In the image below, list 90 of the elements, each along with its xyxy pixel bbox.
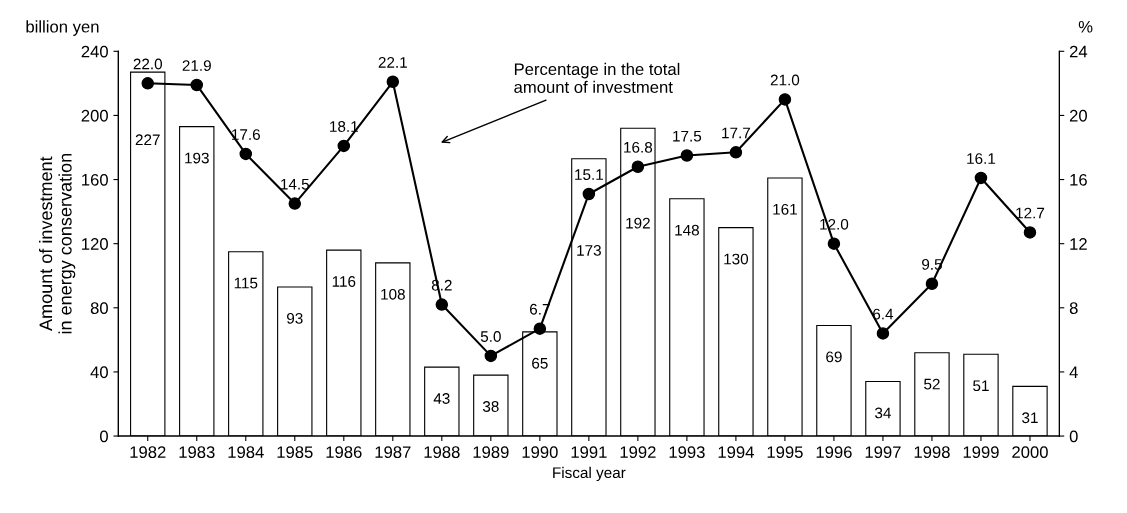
y-tick-label: 120 <box>82 238 108 250</box>
data-label: 15.1 <box>575 169 603 181</box>
data-label: 115 <box>234 277 258 289</box>
data-label: 17.7 <box>722 127 750 139</box>
annotation: Percentage in the total amount of investment <box>514 62 680 94</box>
point <box>729 146 743 159</box>
data-label: 65 <box>532 357 548 369</box>
x-tick-label: 1991 <box>571 446 607 459</box>
point <box>533 322 547 335</box>
point <box>778 93 792 106</box>
x-tick-label: 1992 <box>620 446 656 459</box>
x-tick-label: 1996 <box>816 446 852 459</box>
x-tick-label: 1988 <box>424 446 460 459</box>
point <box>582 187 596 201</box>
point <box>141 77 154 90</box>
point <box>1023 226 1037 239</box>
point <box>680 149 694 162</box>
x-tick-label: 1986 <box>326 446 362 459</box>
data-label: 34 <box>875 407 891 419</box>
data-label: 38 <box>482 401 499 412</box>
y-tick-label: 40 <box>90 366 108 379</box>
x-tick-label: 1990 <box>522 446 558 459</box>
point <box>925 277 939 291</box>
x-tick-label: 1997 <box>865 446 901 459</box>
x-tick-label: 1987 <box>375 446 411 459</box>
data-label: 5.0 <box>480 331 501 342</box>
data-label: 69 <box>826 351 842 363</box>
data-label: 161 <box>773 203 797 215</box>
x-tick-label: 1983 <box>179 446 215 459</box>
data-label: 148 <box>675 224 699 236</box>
point <box>386 75 400 89</box>
data-label: 193 <box>185 152 209 164</box>
data-label: 17.5 <box>673 130 702 142</box>
y-axis-title: Amount of investment in energy conservation <box>38 154 76 334</box>
point <box>484 349 498 363</box>
data-label: 14.5 <box>281 178 310 190</box>
y2-tick-label: 8 <box>1069 302 1078 314</box>
text: % <box>1078 20 1093 33</box>
point <box>190 78 204 92</box>
x-tick-label: 1994 <box>718 446 754 459</box>
x-tick-label: 1999 <box>963 446 999 459</box>
data-label: 18.1 <box>330 121 358 132</box>
text: billion yen <box>26 20 99 36</box>
data-label: 227 <box>135 134 160 146</box>
point <box>337 139 351 153</box>
point <box>631 160 645 173</box>
data-label: 12.7 <box>1016 207 1045 219</box>
x-tick-label: 1993 <box>669 446 705 459</box>
data-label: 93 <box>287 312 303 324</box>
data-label: 173 <box>577 244 601 256</box>
y-tick-label: 80 <box>90 302 108 314</box>
data-label: 21.0 <box>770 74 800 86</box>
x-axis-title: Fiscal year <box>553 466 626 482</box>
y2-tick-label: 12 <box>1070 238 1087 250</box>
x-tick-label: 2000 <box>1012 446 1048 459</box>
y2-tick-label: 16 <box>1070 173 1087 186</box>
data-label: 116 <box>332 276 356 287</box>
data-label: 108 <box>381 288 405 300</box>
data-label: 22.1 <box>378 56 407 68</box>
point <box>435 298 449 311</box>
y-tick-label: 240 <box>81 45 108 58</box>
data-label: 21.9 <box>182 60 211 72</box>
point <box>974 171 988 185</box>
data-label: 130 <box>724 253 749 265</box>
data-label: 52 <box>924 378 940 390</box>
y-tick-label: 160 <box>82 173 108 186</box>
data-label: 192 <box>626 217 650 229</box>
y2-tick-label: 20 <box>1069 109 1087 122</box>
data-label: 51 <box>973 380 989 392</box>
point <box>239 147 253 161</box>
data-label: 16.8 <box>624 141 653 153</box>
data-label: 22.0 <box>133 58 163 70</box>
x-tick-label: 1989 <box>473 446 509 459</box>
data-label: 17.6 <box>232 129 260 140</box>
data-label: 31 <box>1022 412 1038 424</box>
point <box>827 237 841 250</box>
x-tick-label: 1998 <box>914 446 950 459</box>
data-label: 16.1 <box>967 153 996 164</box>
x-tick-label: 1982 <box>130 446 166 459</box>
y2-tick-label: 24 <box>1069 45 1088 58</box>
point <box>876 327 890 340</box>
y-tick-label: 200 <box>81 109 108 122</box>
y2-tick-label: 0 <box>1069 430 1078 443</box>
y-tick-label: 0 <box>100 430 108 443</box>
x-tick-label: 1995 <box>767 446 803 459</box>
y2-tick-label: 4 <box>1069 366 1078 378</box>
point <box>288 197 302 210</box>
x-tick-label: 1985 <box>277 446 313 459</box>
x-tick-label: 1984 <box>228 446 264 459</box>
data-label: 43 <box>433 393 450 404</box>
